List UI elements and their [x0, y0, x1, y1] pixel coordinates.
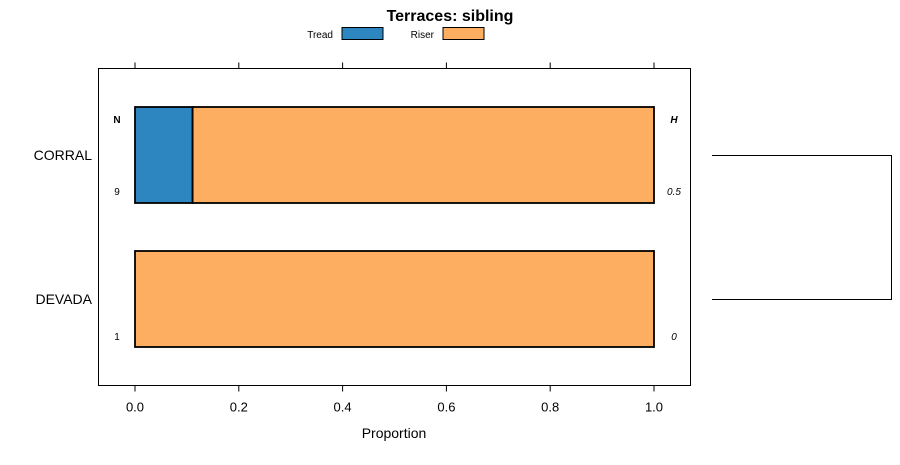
right-column-value: 0.5: [667, 187, 681, 198]
x-tick-label: 0.2: [230, 400, 248, 415]
legend-swatch-tread: [341, 27, 384, 40]
bar-corral-riser: [191, 106, 655, 204]
dendrogram-branch: [712, 155, 892, 300]
plot-frame: [98, 68, 691, 386]
right-column-value: 0: [671, 332, 677, 343]
x-axis: 0.0 0.2 0.4 0.6 0.8 1.0: [126, 62, 663, 415]
x-tick-label: 0.6: [437, 400, 455, 415]
x-tick-label: 1.0: [645, 400, 663, 415]
dendrogram: [712, 155, 892, 300]
x-tick-label: 0.8: [541, 400, 559, 415]
chart-title: Terraces: sibling: [387, 8, 514, 25]
legend-swatch-riser: [442, 27, 485, 40]
x-tick-label: 0.4: [334, 400, 352, 415]
category-labels: CORRAL DEVADA: [34, 147, 93, 307]
bar-corral-tread: [134, 106, 194, 204]
bar-devada-riser: [134, 250, 655, 348]
category-label-corral: CORRAL: [34, 147, 93, 163]
side-columns: N H 9 1 0.5 0: [113, 115, 681, 343]
left-column-value: 9: [114, 187, 120, 198]
category-label-devada: DEVADA: [35, 291, 92, 307]
right-column-header: H: [670, 115, 678, 126]
left-column-header: N: [113, 115, 120, 126]
legend-label-tread: Tread: [307, 30, 333, 41]
x-tick-label: 0.0: [126, 400, 144, 415]
left-column-value: 1: [114, 332, 120, 343]
legend-label-riser: Riser: [411, 30, 435, 41]
x-axis-label: Proportion: [362, 425, 427, 441]
legend: Tread Riser: [307, 27, 485, 41]
bars: [134, 106, 655, 348]
